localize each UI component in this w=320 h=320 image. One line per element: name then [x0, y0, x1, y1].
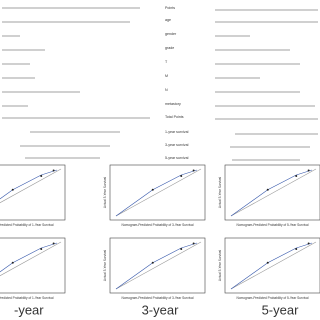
calibration-panel: Nomogram-Predicted Probability of 5-Year…	[218, 237, 320, 300]
calibration-point	[180, 175, 183, 177]
row-label: gender	[165, 32, 177, 36]
row-label: 5-year survival	[165, 156, 189, 160]
ideal-line	[115, 241, 202, 290]
plot-frame	[109, 237, 206, 294]
row-label: T	[165, 60, 168, 64]
calibration-panel: Nomogram-Predicted Probability of 1-Year…	[0, 164, 66, 227]
ideal-line	[115, 168, 202, 217]
caption: 5-year	[262, 302, 300, 317]
calibration-point	[151, 261, 154, 264]
calibration-point	[266, 261, 269, 264]
caption: -year	[14, 302, 44, 317]
calibration-point	[180, 248, 183, 250]
row-label: Points	[165, 6, 175, 10]
calibration-point	[40, 175, 43, 177]
row-label: age	[165, 18, 171, 22]
y-axis-label: Actual 5-Year Survival	[218, 250, 222, 282]
row-label: 1-year survival	[165, 130, 189, 134]
calibration-point	[52, 169, 55, 172]
x-axis-label: Nomogram-Predicted Probability of 1-Year…	[0, 223, 54, 227]
x-axis-label: Nomogram-Predicted Probability of 5-Year…	[237, 296, 309, 300]
calibration-point	[11, 188, 14, 191]
plot-frame	[224, 237, 320, 294]
y-axis-label: Actual 3-Year Survival	[103, 250, 107, 282]
calibration-panel: Nomogram-Predicted Probability of 5-Year…	[218, 164, 320, 227]
x-axis-label: Nomogram-Predicted Probability of 3-Year…	[122, 296, 194, 300]
ideal-line	[0, 168, 62, 204]
left-nomogram	[2, 7, 150, 159]
plot-frame	[0, 237, 66, 294]
y-axis-label: Actual 5-Year Survival	[218, 177, 222, 209]
calibration-line	[115, 169, 198, 217]
calibration-point	[192, 169, 195, 172]
calibration-line	[115, 242, 198, 290]
calibration-panel: Nomogram-Predicted Probability of 1-Year…	[0, 237, 66, 300]
calibration-point	[266, 188, 269, 191]
calibration-panel: Nomogram-Predicted Probability of 3-Year…	[103, 164, 206, 227]
x-axis-label: Nomogram-Predicted Probability of 1-Year…	[0, 296, 54, 300]
plot-frame	[224, 164, 320, 221]
ideal-line	[0, 241, 62, 277]
row-label: Total Points	[165, 115, 184, 119]
calibration-point	[295, 248, 298, 250]
row-label: metastory	[165, 102, 181, 106]
calibration-point	[11, 261, 14, 264]
calibration-line	[0, 242, 58, 273]
calibration-line	[230, 169, 313, 217]
x-axis-label: Nomogram-Predicted Probability of 3-Year…	[122, 223, 194, 227]
calibration-point	[307, 242, 310, 245]
plot-frame	[109, 164, 206, 221]
calibration-point	[40, 248, 43, 250]
row-label: grade	[165, 46, 174, 50]
calibration-point	[307, 169, 310, 172]
calibration-line	[0, 169, 58, 200]
calibration-panel: Nomogram-Predicted Probability of 3-Year…	[103, 237, 206, 300]
calibration-point	[52, 242, 55, 245]
calibration-line	[230, 242, 313, 290]
ideal-line	[230, 168, 317, 217]
calibration-point	[151, 188, 154, 191]
calibration-point	[192, 242, 195, 245]
y-axis-label: Actual 3-Year Survival	[103, 177, 107, 209]
plot-frame	[0, 164, 66, 221]
row-label: 3-year survival	[165, 143, 189, 147]
row-label: M	[165, 74, 168, 78]
ideal-line	[230, 241, 317, 290]
caption: 3-year	[142, 302, 180, 317]
row-label: N	[165, 88, 168, 92]
x-axis-label: Nomogram-Predicted Probability of 5-Year…	[237, 223, 309, 227]
calibration-point	[295, 175, 298, 177]
